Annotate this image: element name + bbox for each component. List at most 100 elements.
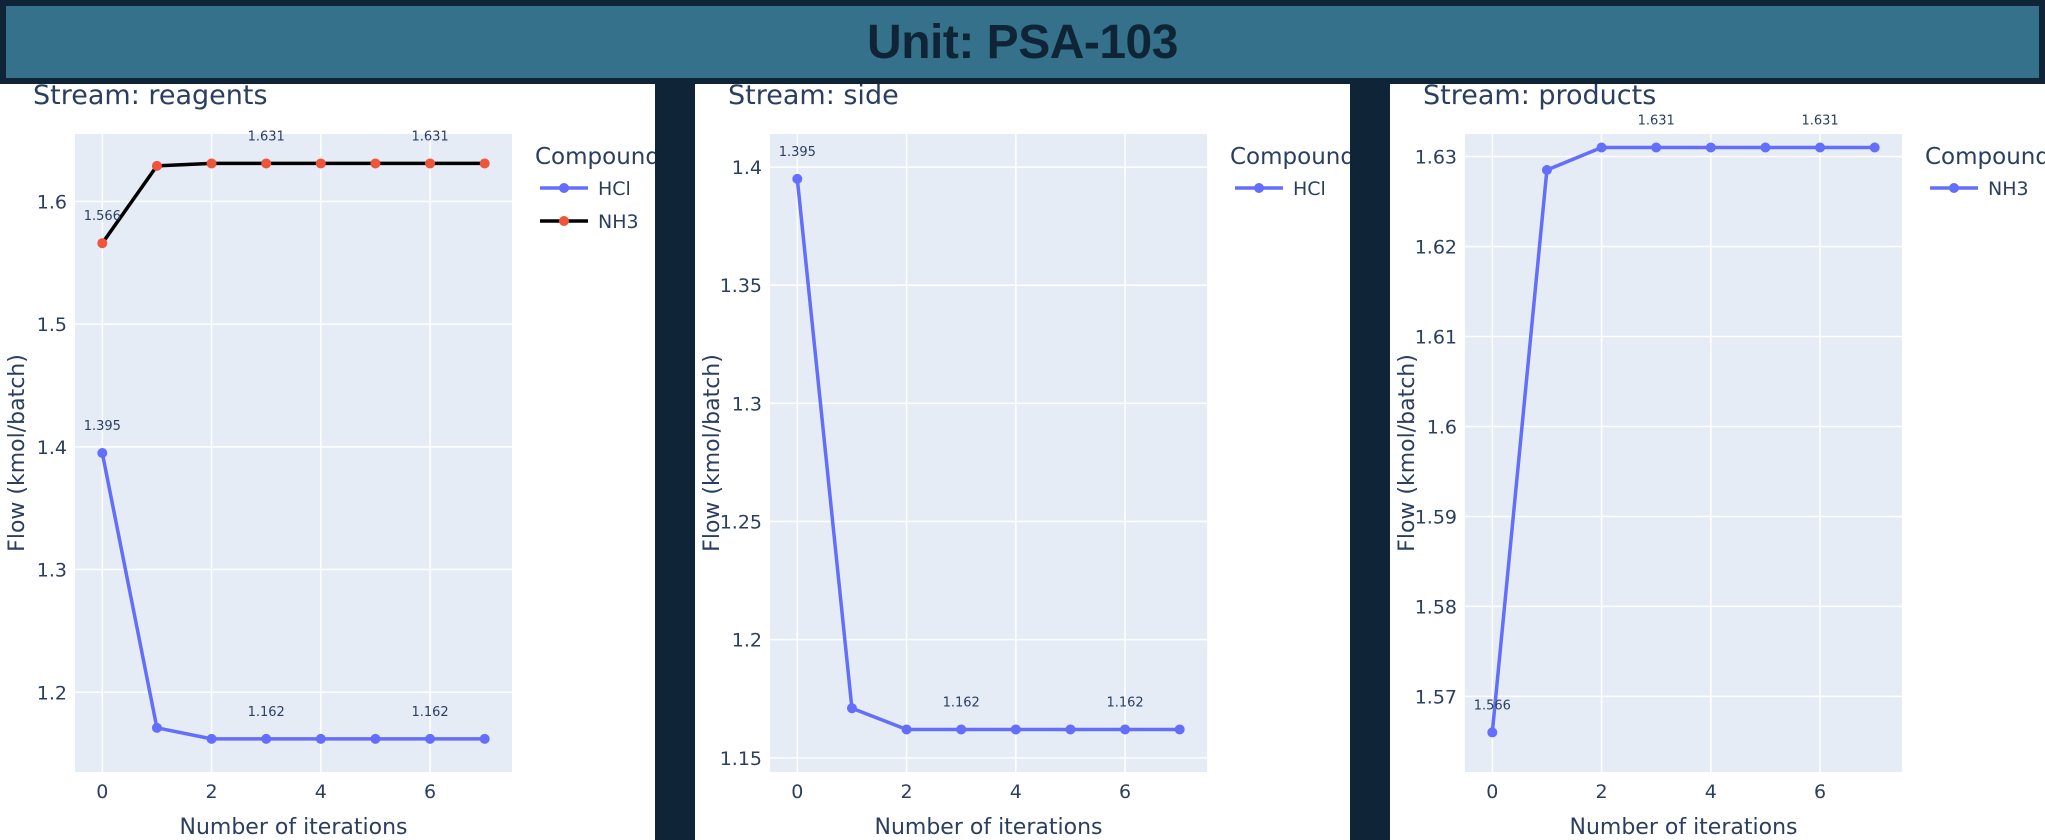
y-tick-label: 1.63	[1415, 146, 1457, 168]
legend-label-nh3: NH3	[598, 211, 639, 233]
legend-title: Compound	[1230, 144, 1350, 170]
legend: Compound HCl	[1230, 144, 1350, 200]
data-point	[261, 158, 272, 169]
y-tick-label: 1.6	[1427, 416, 1457, 438]
data-point	[846, 703, 857, 714]
data-label: 1.162	[248, 705, 285, 720]
y-tick-label: 1.57	[1415, 686, 1457, 708]
x-axis-title: Number of iterations	[180, 815, 408, 840]
data-label: 1.566	[84, 209, 121, 224]
y-axis-title: Flow (kmol/batch)	[5, 354, 30, 552]
series-line-nh3	[1490, 145, 1875, 733]
x-tick-label: 6	[1119, 781, 1131, 803]
series-hcl: 1.395 1.162 1.162	[779, 145, 1185, 735]
chart-panel-side: 0 2 4 6 1.15 1.2 1.25 1.3 1.35 1.4 Stream: side Num…	[695, 84, 1350, 840]
data-label: 1.631	[1638, 113, 1675, 128]
legend-label-nh3: NH3	[1988, 178, 2029, 200]
series-hcl: 1.395 1.162 1.162	[84, 419, 490, 744]
data-point	[1065, 724, 1076, 735]
data-point	[425, 158, 436, 169]
x-tick-label: 6	[1814, 781, 1826, 803]
y-tick-label: 1.2	[732, 630, 762, 652]
data-label: 1.162	[943, 695, 980, 710]
x-tick-label: 0	[791, 781, 803, 803]
plot-area	[75, 134, 512, 772]
stream-title: Stream: reagents	[33, 84, 268, 111]
x-tick-label: 2	[1596, 781, 1608, 803]
data-point	[97, 448, 108, 458]
x-tick-label: 4	[1705, 781, 1717, 803]
data-point	[479, 158, 490, 169]
y-axis-title: Flow (kmol/batch)	[700, 354, 725, 552]
data-point	[1705, 142, 1716, 153]
plot-area	[1465, 134, 1902, 772]
data-point	[1541, 164, 1552, 175]
x-axis-title: Number of iterations	[875, 815, 1103, 840]
legend: Compound HCl NH3	[535, 144, 655, 233]
x-tick-label: 6	[424, 781, 436, 803]
legend-label-hcl: HCl	[1293, 178, 1326, 200]
series-line-hcl	[100, 452, 485, 741]
data-label: 1.395	[779, 145, 816, 160]
y-tick-label: 1.58	[1415, 596, 1457, 618]
x-tick-label: 4	[315, 781, 327, 803]
data-point	[1487, 727, 1498, 738]
gridlines	[75, 134, 512, 772]
data-point	[1815, 142, 1826, 153]
legend-swatch-marker	[559, 216, 569, 226]
data-label: 1.631	[411, 129, 448, 144]
legend-swatch-marker	[1254, 183, 1264, 193]
data-point	[956, 724, 967, 735]
data-point	[315, 733, 326, 744]
y-tick-label: 1.61	[1415, 326, 1457, 348]
data-point	[97, 238, 108, 249]
x-tick-label: 0	[1486, 781, 1498, 803]
data-point	[1651, 142, 1662, 153]
chart-reagents: 0 2 4 6 1.2 1.3 1.4 1.5 1.6 Stream: reagents Numbe…	[5, 84, 655, 840]
gridlines	[1465, 134, 1902, 772]
data-point	[1174, 724, 1185, 735]
series-nh3: 1.566 1.631 1.631	[84, 129, 490, 249]
y-tick-label: 1.3	[37, 560, 67, 582]
data-point	[261, 733, 272, 744]
data-point	[1120, 724, 1131, 735]
chart-panel-products: 0 2 4 6 1.57 1.58 1.59 1.6 1.61 1.62 1.63 Stream: p…	[1390, 84, 2045, 840]
legend-label-hcl: HCl	[598, 178, 631, 200]
data-label: 1.566	[1474, 698, 1511, 713]
y-tick-label: 1.6	[37, 191, 67, 213]
x-tick-label: 0	[96, 781, 108, 803]
y-tick-label: 1.5	[37, 314, 67, 336]
legend-title: Compound	[535, 144, 655, 170]
y-tick-label: 1.25	[720, 512, 762, 534]
y-tick-label: 1.59	[1415, 506, 1457, 528]
y-tick-label: 1.2	[37, 682, 67, 704]
series-line-nh3	[100, 161, 485, 245]
legend-swatch-marker	[1949, 183, 1959, 193]
data-point	[901, 724, 912, 735]
data-point	[206, 158, 217, 169]
data-label: 1.162	[411, 705, 448, 720]
legend-title: Compound	[1925, 144, 2045, 170]
series-line-hcl	[795, 178, 1180, 732]
chart-side: 0 2 4 6 1.15 1.2 1.25 1.3 1.35 1.4 Stream: side Num…	[700, 84, 1350, 840]
data-point	[792, 173, 803, 184]
chart-products: 0 2 4 6 1.57 1.58 1.59 1.6 1.61 1.62 1.63 Stream: p…	[1395, 84, 2045, 840]
data-point	[1760, 142, 1771, 153]
data-point	[1596, 142, 1607, 153]
chart-panel-reagents: 0 2 4 6 1.2 1.3 1.4 1.5 1.6 Stream: reagents Numbe…	[0, 84, 655, 840]
data-label: 1.395	[84, 419, 121, 434]
legend: Compound NH3	[1925, 144, 2045, 200]
data-point	[1010, 724, 1021, 735]
y-tick-label: 1.15	[720, 748, 762, 770]
data-label: 1.162	[1106, 695, 1143, 710]
y-tick-label: 1.35	[720, 275, 762, 297]
x-tick-label: 4	[1010, 781, 1022, 803]
x-tick-label: 2	[901, 781, 913, 803]
data-label: 1.631	[1801, 113, 1838, 128]
data-point	[370, 733, 381, 744]
x-tick-label: 2	[206, 781, 218, 803]
legend-swatch-marker	[559, 183, 569, 193]
data-point	[206, 733, 217, 744]
plot-area	[770, 134, 1207, 772]
data-point	[425, 733, 436, 744]
